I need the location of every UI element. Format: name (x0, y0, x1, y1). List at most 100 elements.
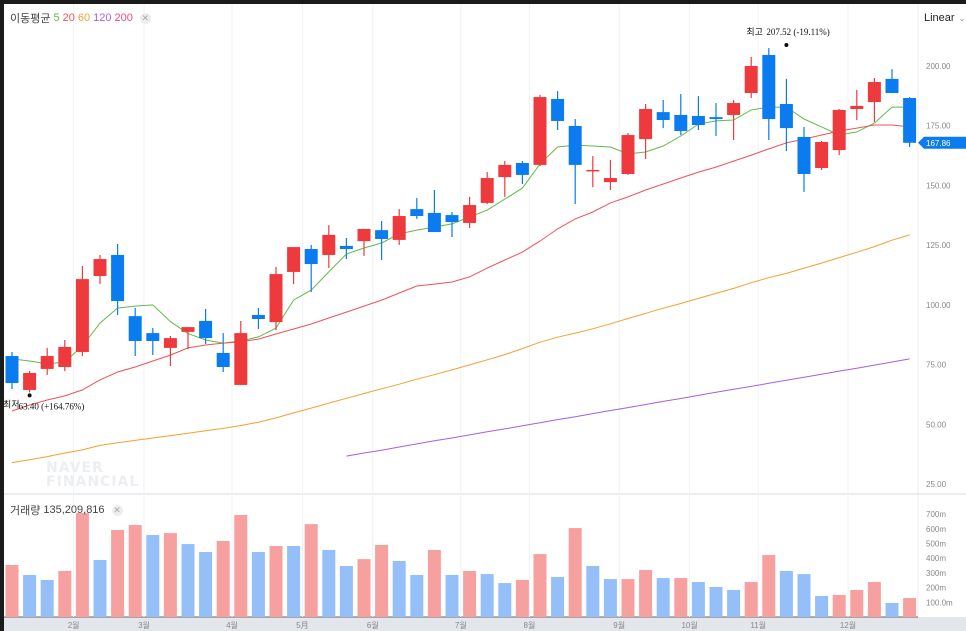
candle-body[interactable] (691, 115, 705, 126)
candle-body[interactable] (5, 356, 19, 384)
month-label: 3월 (138, 620, 150, 630)
candle-body[interactable] (410, 209, 424, 217)
month-label: 6월 (367, 620, 379, 630)
candle-body[interactable] (727, 103, 741, 115)
candle-body[interactable] (445, 215, 459, 223)
volume-tick-label: 200m (926, 584, 946, 593)
volume-bar (445, 574, 459, 617)
low-label: 최저 (4, 399, 20, 410)
candle-body[interactable] (568, 125, 582, 165)
candle-body[interactable] (199, 320, 213, 339)
candle-body[interactable] (357, 228, 371, 242)
candle-body[interactable] (163, 338, 177, 348)
candle-body[interactable] (709, 117, 723, 120)
candle-body[interactable] (392, 216, 406, 240)
candle-body[interactable] (75, 279, 89, 352)
volume-bar (287, 545, 301, 617)
candle-body[interactable] (533, 97, 547, 165)
volume-bar (603, 579, 617, 617)
candle-body[interactable] (427, 212, 441, 233)
ma-20-label[interactable]: 20 (62, 12, 75, 24)
volume-bar (23, 574, 37, 617)
volume-tick-label: 600m (926, 525, 946, 534)
volume-bar (762, 554, 776, 617)
price-tick-label: 175.00 (926, 122, 951, 131)
candle-body[interactable] (40, 356, 54, 369)
candle-body[interactable] (586, 169, 600, 172)
volume-value: 135,209,816 (43, 504, 105, 516)
volume-bar (709, 587, 723, 617)
volume-bar (251, 552, 265, 617)
candle-body[interactable] (797, 136, 811, 174)
volume-bar (656, 578, 670, 617)
candle-body[interactable] (885, 78, 899, 93)
candle-body[interactable] (146, 333, 160, 341)
candle-body[interactable] (779, 103, 793, 129)
volume-bar (75, 513, 89, 617)
candle-body[interactable] (832, 109, 846, 151)
candle-body[interactable] (621, 135, 635, 174)
ma-120-line (346, 358, 910, 457)
candle-body[interactable] (551, 98, 565, 121)
candle-body[interactable] (339, 245, 353, 249)
ma-5-label[interactable]: 5 (53, 12, 60, 24)
candle-body[interactable] (656, 112, 670, 120)
candle-body[interactable] (216, 352, 230, 368)
candle-body[interactable] (251, 314, 265, 319)
volume-bar (480, 574, 494, 617)
candle-body[interactable] (498, 164, 512, 178)
legend-title: 이동평균 (10, 13, 51, 25)
scale-mode-dropdown[interactable]: Linear ⌄ (924, 12, 965, 24)
last-price-badge (918, 136, 966, 149)
candle-body[interactable] (234, 333, 248, 385)
price-tick-label: 125.00 (926, 241, 951, 250)
candle-body[interactable] (322, 234, 336, 255)
volume-bar (163, 533, 177, 617)
candle-body[interactable] (23, 372, 37, 390)
candle-body[interactable] (903, 98, 917, 143)
candle-body[interactable] (304, 248, 318, 265)
candle-body[interactable] (850, 105, 864, 110)
stock-chart-window: 2월 3월 4월 5月 6월 7월 8월 9월 10월 11월 12월 NAVER FINANCIAL 2… (4, 4, 966, 631)
candle-body[interactable] (674, 114, 688, 131)
scale-mode-label: Linear (924, 12, 955, 24)
volume-bar (727, 589, 741, 617)
naver-watermark: NAVER (46, 460, 104, 476)
month-label: 9월 (613, 620, 625, 630)
candle-body[interactable] (762, 55, 776, 120)
volume-bar (375, 544, 389, 617)
candle-body[interactable] (181, 327, 195, 332)
candle-body[interactable] (287, 247, 301, 272)
candle-body[interactable] (515, 162, 529, 175)
volume-bar (128, 524, 142, 617)
candle-body[interactable] (603, 178, 617, 183)
candle-body[interactable] (815, 141, 829, 169)
volume-bar (5, 564, 19, 617)
time-axis[interactable] (4, 617, 966, 631)
candle-body[interactable] (58, 346, 72, 368)
price-tick-label: 200.00 (926, 62, 951, 71)
candle-body[interactable] (744, 66, 758, 93)
volume-bar (199, 552, 213, 617)
volume-bar (568, 528, 582, 617)
candle-body[interactable] (269, 274, 283, 323)
close-icon[interactable]: ✕ (111, 504, 123, 516)
candle-body[interactable] (463, 205, 477, 223)
price-tick-label: 50.00 (926, 420, 947, 429)
candle-body[interactable] (867, 82, 881, 103)
candle-body[interactable] (480, 178, 494, 203)
candle-body[interactable] (93, 259, 107, 276)
high-label: 최고 (746, 27, 763, 38)
ma-200-label[interactable]: 200 (114, 12, 133, 24)
close-icon[interactable]: ✕ (139, 12, 151, 24)
candle-body[interactable] (639, 109, 653, 140)
month-label: 8월 (524, 620, 536, 630)
ma-60-label[interactable]: 60 (77, 12, 91, 24)
ma-120-label[interactable]: 120 (93, 12, 112, 24)
candle-body[interactable] (375, 230, 389, 239)
candle-body[interactable] (111, 254, 125, 302)
month-label: 5月 (296, 621, 308, 630)
chevron-down-icon: ⌄ (958, 13, 966, 23)
candle-body[interactable] (128, 316, 142, 341)
